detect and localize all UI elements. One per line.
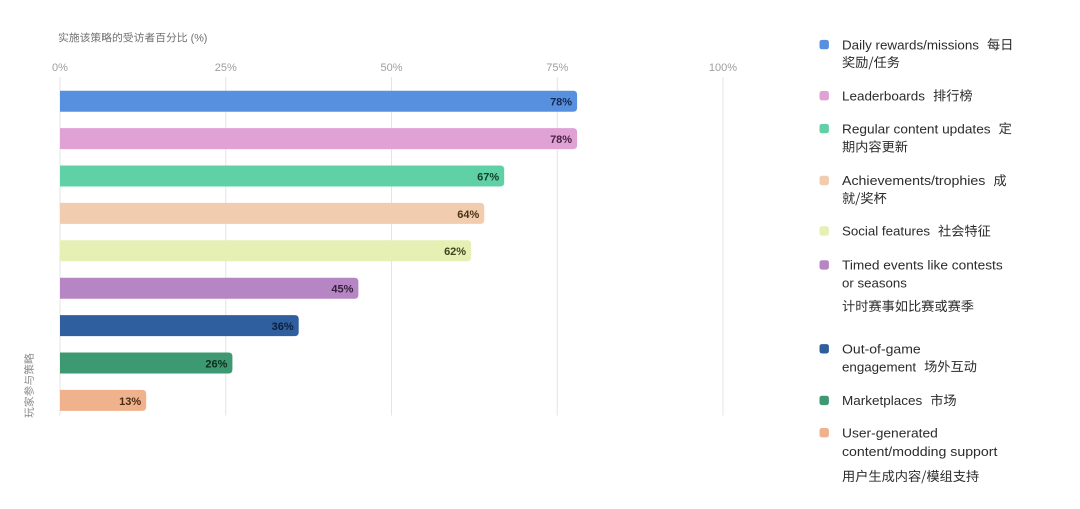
svg-text:75%: 75%	[546, 62, 568, 74]
svg-text:25%: 25%	[215, 62, 237, 74]
svg-text:67%: 67%	[477, 171, 499, 183]
svg-text:Out-of-game: Out-of-game	[842, 342, 921, 357]
svg-text:(%): (%)	[191, 33, 208, 45]
svg-text:Leaderboards: Leaderboards	[842, 88, 926, 103]
svg-text:0%: 0%	[52, 62, 68, 74]
svg-text:User-generated: User-generated	[842, 425, 938, 440]
svg-text:64%: 64%	[457, 209, 479, 221]
svg-text:engagement: engagement	[842, 359, 916, 374]
svg-text:50%: 50%	[380, 62, 402, 74]
svg-text:13%: 13%	[119, 396, 141, 408]
svg-text:78%: 78%	[550, 134, 572, 146]
svg-text:Timed events like contests: Timed events like contests	[842, 258, 1003, 273]
svg-text:45%: 45%	[331, 284, 353, 296]
svg-text:Marketplaces: Marketplaces	[842, 393, 923, 408]
svg-text:content/modding support: content/modding support	[842, 444, 998, 459]
svg-text:or seasons: or seasons	[842, 275, 907, 290]
svg-text:Social features: Social features	[842, 224, 931, 239]
svg-text:100%: 100%	[709, 62, 737, 74]
svg-text:78%: 78%	[550, 97, 572, 109]
svg-text:26%: 26%	[205, 358, 227, 370]
svg-text:Achievements/trophies: Achievements/trophies	[842, 173, 986, 188]
svg-text:Daily rewards/missions: Daily rewards/missions	[842, 37, 980, 52]
svg-text:36%: 36%	[272, 321, 294, 333]
svg-text:62%: 62%	[444, 246, 466, 258]
svg-text:Regular content updates: Regular content updates	[842, 121, 991, 136]
